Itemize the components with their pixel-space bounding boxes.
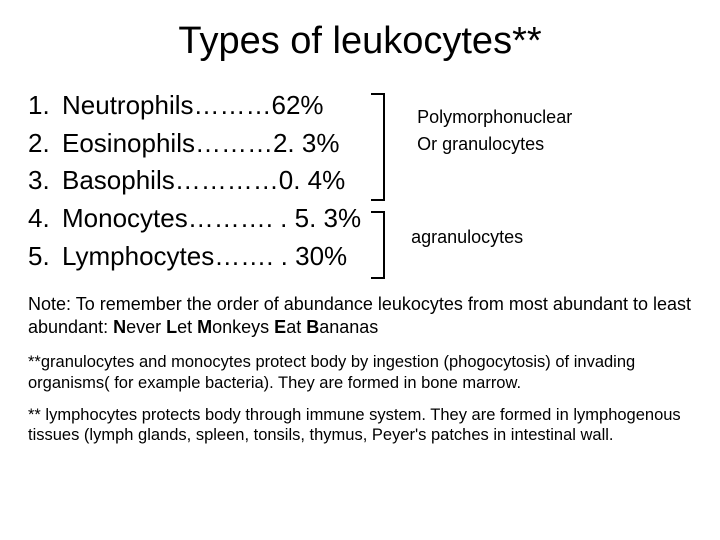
list-item: 4.Monocytes………. . 5. 3%	[28, 200, 361, 238]
list-number: 4.	[28, 200, 62, 238]
list-item: 5.Lymphocytes……. . 30%	[28, 238, 361, 276]
group-labels-column: Polymorphonuclear Or granulocytes agranu…	[411, 87, 692, 275]
bracket-icon	[371, 211, 385, 279]
list-text: Lymphocytes……. . 30%	[62, 241, 347, 271]
list-number: 5.	[28, 238, 62, 276]
list-number: 1.	[28, 87, 62, 125]
list-text: Monocytes………. . 5. 3%	[62, 203, 361, 233]
list-item: 1.Neutrophils………62%	[28, 87, 361, 125]
footnote: ** lymphocytes protects body through imm…	[28, 405, 692, 445]
main-content: 1.Neutrophils………62% 2.Eosinophils………2. 3…	[28, 87, 692, 275]
granulocytes-label: Polymorphonuclear Or granulocytes	[417, 107, 572, 155]
leukocyte-list: 1.Neutrophils………62% 2.Eosinophils………2. 3…	[28, 87, 361, 275]
list-item: 2.Eosinophils………2. 3%	[28, 125, 361, 163]
list-number: 2.	[28, 125, 62, 163]
page-title: Types of leukocytes**	[28, 20, 692, 63]
footnote: **granulocytes and monocytes protect bod…	[28, 352, 692, 392]
label-line: Polymorphonuclear	[417, 107, 572, 128]
list-text: Neutrophils………62%	[62, 90, 324, 120]
bracket-column	[371, 87, 411, 275]
list-number: 3.	[28, 162, 62, 200]
list-text: Eosinophils………2. 3%	[62, 128, 339, 158]
list-item: 3.Basophils…………0. 4%	[28, 162, 361, 200]
mnemonic-note: Note: To remember the order of abundance…	[28, 293, 692, 338]
bracket-icon	[371, 93, 385, 201]
list-text: Basophils…………0. 4%	[62, 165, 345, 195]
leukocyte-list-column: 1.Neutrophils………62% 2.Eosinophils………2. 3…	[28, 87, 371, 275]
agranulocytes-label: agranulocytes	[411, 227, 523, 248]
label-line: Or granulocytes	[417, 134, 572, 155]
